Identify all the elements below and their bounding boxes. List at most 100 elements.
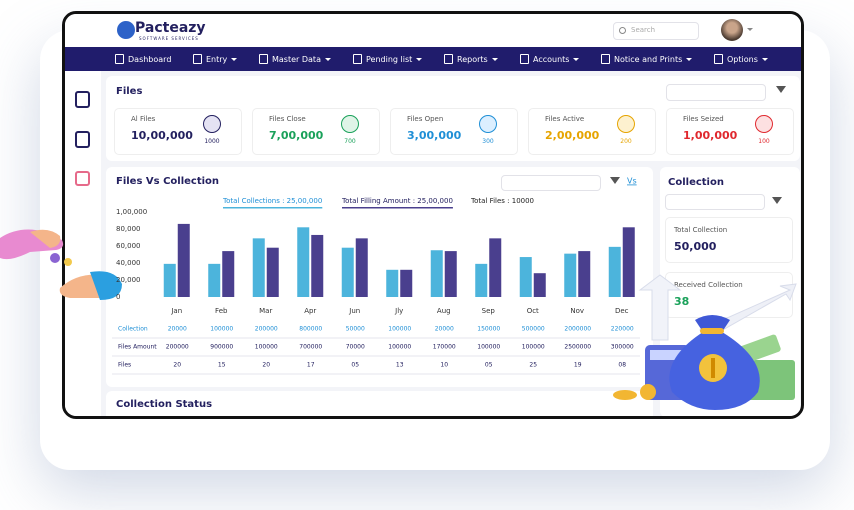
table-cell: 200000 xyxy=(255,326,278,333)
nav-caret xyxy=(491,57,498,64)
nav-label: Master Data xyxy=(272,54,321,64)
legend-note: Total Files : 10000 xyxy=(470,197,534,205)
bar xyxy=(444,251,457,297)
nav-icon xyxy=(444,54,453,64)
dropdown[interactable] xyxy=(666,84,766,101)
table-cell: 2000000 xyxy=(564,326,591,333)
table-cell: 05 xyxy=(351,362,359,369)
bar xyxy=(208,263,221,297)
nav-icon xyxy=(714,54,723,64)
nav-label: Notice and Prints xyxy=(614,54,683,64)
chart-title: Files Vs Collection xyxy=(116,176,219,187)
nav-caret xyxy=(416,57,423,64)
avatar[interactable] xyxy=(721,19,743,41)
nav-item[interactable]: Master Data xyxy=(259,47,331,71)
search-icon xyxy=(619,27,626,34)
file-card-count: 1000 xyxy=(204,138,220,145)
file-card-label: Files Active xyxy=(545,115,585,123)
table-cell: 500000 xyxy=(522,326,545,333)
chart-panel xyxy=(106,167,653,387)
x-tick-label: Nov xyxy=(570,307,584,315)
bar xyxy=(475,263,488,297)
search-placeholder: Search xyxy=(631,26,656,34)
bar xyxy=(266,247,279,297)
y-tick-label: 1,00,000 xyxy=(116,208,147,216)
table-cell: 220000 xyxy=(611,326,634,333)
file-card: Al Files 10,00,000 1000 xyxy=(114,108,242,155)
x-tick-label: Mar xyxy=(259,307,272,315)
y-tick-label: 40,000 xyxy=(116,259,141,267)
x-tick-label: Aug xyxy=(437,307,451,315)
nav-label: Reports xyxy=(457,54,488,64)
received-collection-label: Received Collection xyxy=(674,281,743,289)
sidebar-icon[interactable] xyxy=(75,91,90,108)
x-tick-label: Apr xyxy=(304,307,316,315)
bar xyxy=(519,257,532,297)
sidebar-icon[interactable] xyxy=(75,131,90,148)
nav-item[interactable]: Accounts xyxy=(520,47,580,71)
filter-icon[interactable] xyxy=(776,86,786,98)
file-card-value: 1,00,000 xyxy=(683,129,738,142)
nav-item[interactable]: Notice and Prints xyxy=(601,47,693,71)
sidebar xyxy=(65,71,101,416)
table-cell: 700000 xyxy=(299,344,322,351)
nav-item[interactable]: Pending list xyxy=(353,47,423,71)
nav-icon xyxy=(601,54,610,64)
nav-label: Dashboard xyxy=(128,54,172,64)
x-tick-label: Jan xyxy=(170,307,182,315)
total-collection-label: Total Collection xyxy=(674,226,728,234)
nav-item[interactable]: Reports xyxy=(444,47,498,71)
file-card-value: 10,00,000 xyxy=(131,129,193,142)
nav-label: Accounts xyxy=(533,54,570,64)
x-tick-label: Oct xyxy=(527,307,539,315)
file-card-icon xyxy=(203,115,221,133)
legend-label: Total Collections : 25,00,000 xyxy=(222,197,322,205)
bar xyxy=(386,269,399,297)
filter-icon[interactable] xyxy=(772,197,782,209)
file-card-label: Al Files xyxy=(131,115,156,123)
file-card: Files Seized 1,00,000 100 xyxy=(666,108,794,155)
table-cell: 13 xyxy=(396,362,404,369)
nav-icon xyxy=(115,54,124,64)
chart-link: Vs xyxy=(627,177,637,186)
dropdown[interactable] xyxy=(665,194,765,210)
nav-label: Pending list xyxy=(366,54,413,64)
nav-icon xyxy=(193,54,202,64)
total-collection-card: Total Collection 50,000 xyxy=(665,217,793,263)
bar xyxy=(341,247,354,297)
table-cell: 50000 xyxy=(346,326,365,333)
x-tick-label: Jun xyxy=(348,307,360,315)
files-title: Files xyxy=(116,86,143,97)
total-collection-value: 50,000 xyxy=(674,240,717,253)
sidebar-icon[interactable] xyxy=(75,171,90,186)
table-cell: 200000 xyxy=(166,344,189,351)
bar xyxy=(177,223,190,297)
logo-icon xyxy=(117,21,135,39)
bar xyxy=(400,269,413,297)
filter-icon[interactable] xyxy=(610,177,620,189)
nav-label: Entry xyxy=(206,54,228,64)
hand-illustration xyxy=(0,229,122,300)
nav-caret xyxy=(231,57,238,64)
bar xyxy=(564,253,577,297)
nav-item[interactable]: Dashboard xyxy=(115,47,171,71)
table-cell: 100000 xyxy=(388,326,411,333)
bar xyxy=(252,238,265,297)
file-card: Files Active 2,00,000 200 xyxy=(528,108,656,155)
y-tick-label: 0 xyxy=(116,293,120,301)
table-cell: 800000 xyxy=(299,326,322,333)
file-card-value: 3,00,000 xyxy=(407,129,462,142)
bar xyxy=(578,251,591,297)
x-tick-label: Feb xyxy=(215,307,228,315)
x-tick-label: Sep xyxy=(482,307,496,315)
nav-item[interactable]: Options xyxy=(714,47,768,71)
file-card-value: 7,00,000 xyxy=(269,129,324,142)
file-card-value: 2,00,000 xyxy=(545,129,600,142)
nav-item[interactable]: Entry xyxy=(193,47,238,71)
table-cell: 08 xyxy=(618,362,626,369)
file-card-icon xyxy=(617,115,635,133)
dropdown[interactable] xyxy=(501,175,601,191)
search-box[interactable]: Search xyxy=(613,22,699,40)
